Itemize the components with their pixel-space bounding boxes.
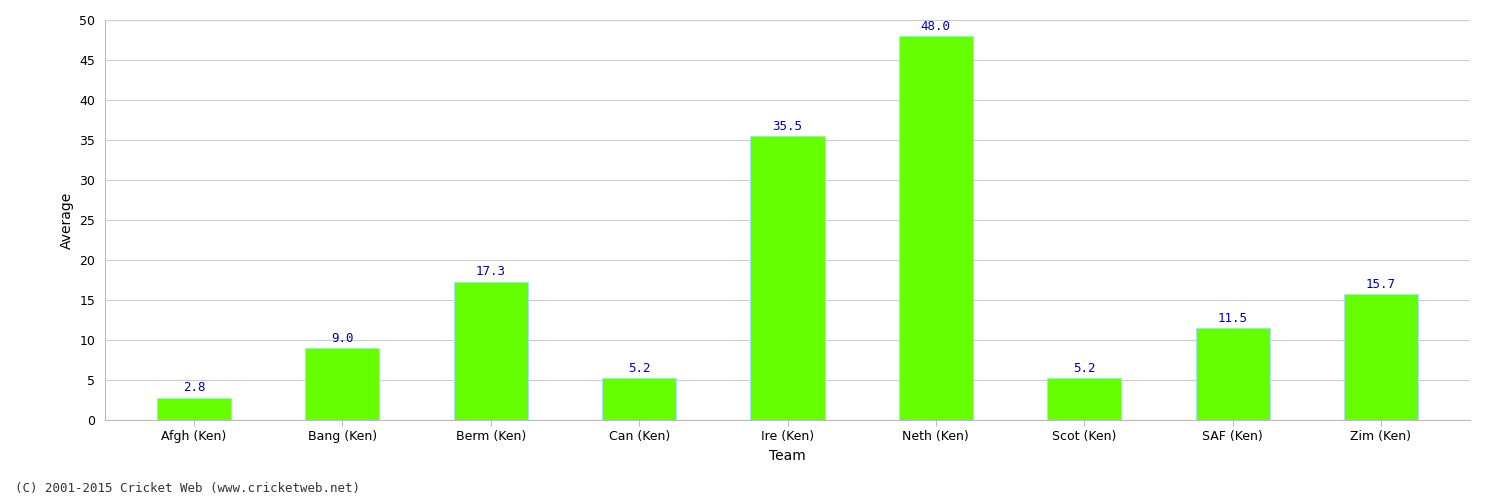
Bar bbox=[306, 348, 380, 420]
Text: 5.2: 5.2 bbox=[628, 362, 651, 375]
Bar bbox=[1344, 294, 1418, 420]
Bar bbox=[602, 378, 676, 420]
Bar bbox=[1196, 328, 1269, 420]
Text: 48.0: 48.0 bbox=[921, 20, 951, 33]
Text: (C) 2001-2015 Cricket Web (www.cricketweb.net): (C) 2001-2015 Cricket Web (www.cricketwe… bbox=[15, 482, 360, 495]
Bar bbox=[898, 36, 974, 420]
Bar bbox=[158, 398, 231, 420]
Text: 11.5: 11.5 bbox=[1218, 312, 1248, 325]
Bar bbox=[453, 282, 528, 420]
Text: 15.7: 15.7 bbox=[1366, 278, 1396, 291]
Bar bbox=[750, 136, 825, 420]
Y-axis label: Average: Average bbox=[60, 192, 74, 248]
Bar bbox=[1047, 378, 1122, 420]
Text: 17.3: 17.3 bbox=[476, 266, 506, 278]
Text: 35.5: 35.5 bbox=[772, 120, 802, 133]
X-axis label: Team: Team bbox=[770, 449, 806, 463]
Text: 9.0: 9.0 bbox=[332, 332, 354, 345]
Text: 2.8: 2.8 bbox=[183, 382, 206, 394]
Text: 5.2: 5.2 bbox=[1072, 362, 1095, 375]
